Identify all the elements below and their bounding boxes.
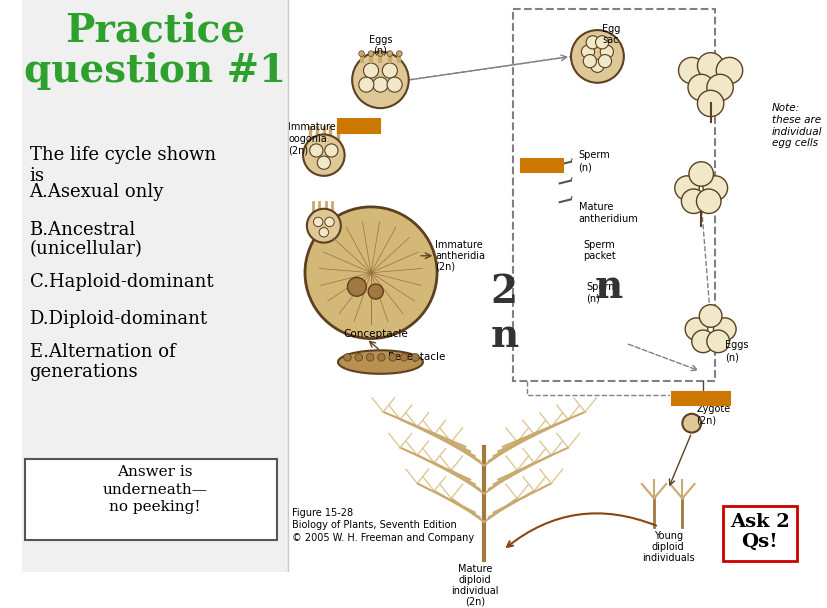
Circle shape [355,354,362,361]
Circle shape [303,134,344,176]
Circle shape [681,189,705,213]
Circle shape [377,354,385,361]
Circle shape [696,53,723,79]
Circle shape [324,144,337,157]
Circle shape [696,189,720,213]
Circle shape [368,51,374,57]
Circle shape [688,162,713,186]
Text: Meiosis: Meiosis [337,121,379,131]
Text: Mature
diploid
individual
(2n): Mature diploid individual (2n) [451,564,498,607]
Circle shape [713,318,735,340]
Circle shape [309,144,323,157]
FancyBboxPatch shape [672,392,729,406]
Text: Figure 15-28
Biology of Plants, Seventh Edition
© 2005 W. H. Freeman and Company: Figure 15-28 Biology of Plants, Seventh … [292,508,474,542]
Text: Receptacle: Receptacle [388,353,445,362]
FancyBboxPatch shape [337,119,379,133]
Circle shape [715,57,742,84]
Circle shape [372,77,388,92]
Circle shape [699,305,721,327]
Circle shape [318,227,328,237]
Text: Young
diploid
individuals: Young diploid individuals [641,531,694,563]
Text: Ask 2
Qs!: Ask 2 Qs! [729,513,789,551]
Text: Sperm
packet: Sperm packet [582,240,615,261]
Circle shape [351,52,409,108]
FancyBboxPatch shape [520,159,562,172]
Circle shape [681,414,700,432]
Circle shape [317,156,330,169]
Circle shape [691,330,714,353]
Bar [22,0,287,572]
Circle shape [600,45,613,58]
FancyBboxPatch shape [25,459,277,540]
Circle shape [347,277,366,296]
Text: 2
n: 2 n [490,273,519,354]
Text: Sperm
(n): Sperm (n) [578,150,609,172]
Circle shape [358,77,374,92]
Text: A.Asexual only: A.Asexual only [30,184,164,201]
Circle shape [411,354,418,361]
Text: The life cycle shown
is: The life cycle shown is [30,146,215,185]
Circle shape [586,36,599,49]
Text: Egg
sac: Egg sac [601,24,619,45]
Circle shape [396,51,402,57]
Circle shape [706,74,733,100]
Circle shape [678,57,704,84]
Text: n: n [594,268,622,306]
Circle shape [696,90,723,117]
Circle shape [366,354,374,361]
Text: Immature
oogonia
(2n): Immature oogonia (2n) [288,122,335,156]
Text: Sperm
(n): Sperm (n) [586,282,617,304]
Text: Practice
question #1: Practice question #1 [24,12,285,90]
Text: Answer is
underneath—
no peeking!: Answer is underneath— no peeking! [103,466,207,514]
Circle shape [358,51,364,57]
Circle shape [571,30,623,83]
Circle shape [386,77,402,92]
Circle shape [363,63,378,78]
Circle shape [324,217,334,227]
Circle shape [368,284,383,299]
Circle shape [582,55,595,67]
Text: Note:
these are
individual
egg cells: Note: these are individual egg cells [771,103,821,148]
FancyBboxPatch shape [722,506,796,561]
Circle shape [590,59,604,72]
Circle shape [581,45,594,58]
Text: Mature
antheridium: Mature antheridium [578,202,638,224]
Circle shape [702,176,727,200]
Circle shape [399,354,408,361]
Circle shape [706,330,729,353]
Circle shape [674,176,699,200]
Circle shape [307,209,341,243]
Text: B.Ancestral
(unicellular): B.Ancestral (unicellular) [30,221,142,258]
Ellipse shape [337,350,423,374]
Circle shape [595,36,608,49]
Circle shape [377,51,383,57]
Text: E.Alternation of
generations: E.Alternation of generations [30,344,175,381]
Text: Meiosis: Meiosis [520,161,562,170]
Circle shape [389,354,396,361]
Circle shape [382,63,397,78]
Bar [512,9,715,381]
Text: Zygote
(2n): Zygote (2n) [696,404,730,426]
Text: D.Diploid-dominant: D.Diploid-dominant [30,310,208,328]
Text: Immature
antheridia
(2n): Immature antheridia (2n) [435,240,485,271]
Circle shape [386,51,392,57]
Circle shape [313,217,323,227]
Text: Eggs
(n): Eggs (n) [724,340,748,362]
Text: Eggs
(n): Eggs (n) [368,35,392,55]
Circle shape [343,354,351,361]
Circle shape [598,55,611,67]
Circle shape [687,74,714,100]
Text: C.Haploid-dominant: C.Haploid-dominant [30,273,213,291]
Text: Fertilization: Fertilization [667,394,734,404]
Text: Conceptacle: Conceptacle [343,329,408,339]
Circle shape [304,207,437,339]
Circle shape [684,318,707,340]
